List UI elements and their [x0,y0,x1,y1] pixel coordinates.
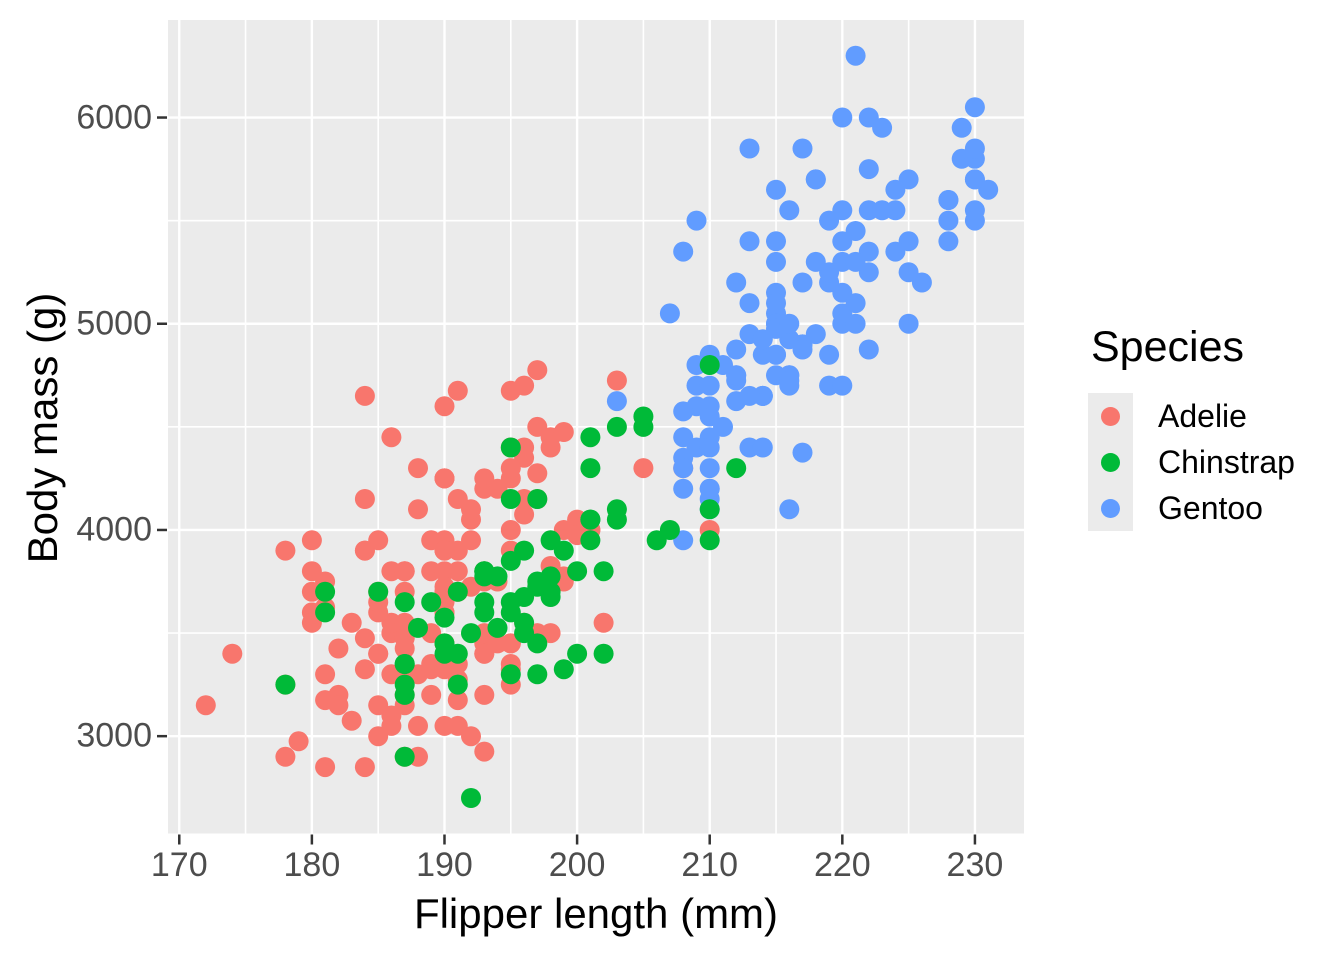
x-tick-label: 180 [283,846,341,884]
y-tick-label: 5000 [76,304,152,343]
legend-label-gentoo: Gentoo [1158,489,1263,526]
y-tick-label: 4000 [76,510,152,549]
legend-key-chinstrap [1088,439,1133,485]
legend-key-adelie [1088,393,1133,439]
x-tick-label: 200 [548,846,606,884]
y-tick-label: 6000 [76,98,152,137]
series-points-gentoo [606,45,999,551]
y-tick-label: 3000 [76,716,152,755]
legend-item-gentoo: Gentoo [1088,485,1295,531]
series-points-chinstrap [275,355,747,808]
x-tick-label: 210 [681,846,739,884]
legend-label-chinstrap: Chinstrap [1158,443,1295,480]
x-tick-label: 170 [150,846,208,884]
legend: Species Adelie Chinstrap Gentoo [1088,323,1295,531]
adelie-dot-icon [1101,406,1120,426]
legend-label-adelie: Adelie [1158,397,1247,434]
x-tick-label: 190 [416,846,473,884]
legend-title: Species [1091,323,1244,371]
x-axis-title: Flipper length (mm) [413,890,779,937]
gentoo-dot-icon [1101,498,1120,518]
y-axis-title: Body mass (g) [19,292,66,564]
chinstrap-dot-icon [1101,452,1120,472]
minor-gridlines [168,20,1024,834]
x-tick-label: 220 [813,846,871,884]
legend-key-gentoo [1088,485,1133,531]
x-tick-label: 230 [946,846,1004,884]
axis-tick-marks [157,116,977,845]
legend-item-adelie: Adelie [1088,393,1295,439]
legend-item-chinstrap: Chinstrap [1088,439,1295,485]
